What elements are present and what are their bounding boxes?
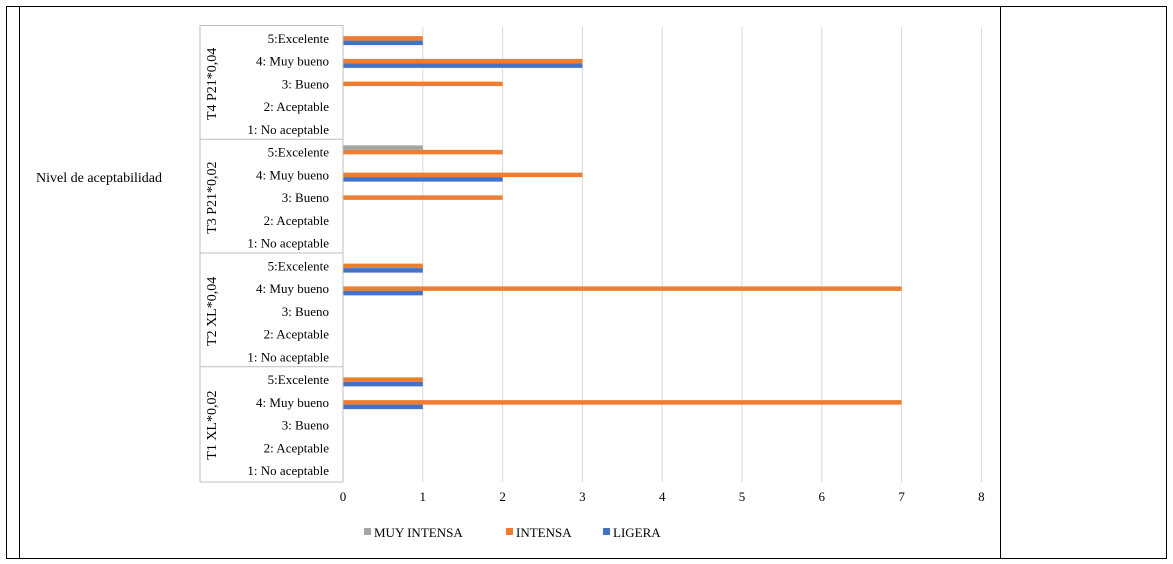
legend: MUY INTENSA INTENSA LIGERA <box>364 525 661 540</box>
bar-intensa-t3-p21-0-02-5-excelente <box>343 149 503 155</box>
x-tick-label: 0 <box>340 489 347 504</box>
category-label: 2: Aceptable <box>264 99 330 114</box>
category-label: 1: No aceptable <box>247 349 329 364</box>
category-label: 5:Excelente <box>268 258 330 273</box>
category-label: 5:Excelente <box>268 145 330 160</box>
x-tick-label: 1 <box>420 489 427 504</box>
category-label: 3: Bueno <box>282 418 329 433</box>
category-label: 1: No aceptable <box>247 122 329 137</box>
category-label: 3: Bueno <box>282 76 329 91</box>
y-axis-title: Nivel de aceptabilidad <box>36 171 162 186</box>
group-label-t2-xl-0-04: T2 XL*0,04 <box>205 277 220 346</box>
chart-borders <box>6 6 1167 559</box>
legend-swatch-intensa <box>506 528 513 535</box>
category-label: 2: Aceptable <box>264 327 330 342</box>
category-label: 4: Muy bueno <box>256 395 329 410</box>
gridlines <box>342 27 982 482</box>
outer-border <box>6 6 1167 559</box>
x-tick-label: 6 <box>819 489 826 504</box>
category-label: 4: Muy bueno <box>256 281 329 296</box>
x-axis-ticks: 0 1 2 3 4 5 6 7 8 <box>340 489 985 504</box>
x-tick-label: 4 <box>659 489 666 504</box>
bars <box>343 36 902 410</box>
legend-label-ligera: LIGERA <box>613 525 661 540</box>
bar-intensa-t3-p21-0-02-4-muy-bueno <box>343 172 583 178</box>
bar-ligera-t3-p21-0-02-4-muy-bueno <box>343 177 503 182</box>
group-label-t4-p21-0-04: T4 P21*0,04 <box>205 48 220 120</box>
category-label: 2: Aceptable <box>264 440 330 455</box>
category-axis: T4 P21*0,04 5:Excelente 4: Muy bueno 3: Bue… <box>199 25 344 483</box>
bar-intensa-t2-xl-0-04-5-excelente <box>343 263 423 269</box>
x-tick-label: 2 <box>499 489 506 504</box>
bar-ligera-t2-xl-0-04-4-muy-bueno <box>343 290 423 296</box>
x-tick-label: 7 <box>898 489 905 504</box>
bar-intensa-t1-xl-0-02-4-muy-bueno <box>343 400 902 405</box>
bar-intensa-t2-xl-0-04-4-muy-bueno <box>343 286 902 291</box>
bar-ligera-t2-xl-0-04-5-excelente <box>343 268 423 273</box>
legend-label-intensa: INTENSA <box>516 525 572 540</box>
bar-ligera-t4-p21-0-04-4-muy-bueno <box>343 63 583 68</box>
category-label: 1: No aceptable <box>247 463 329 478</box>
bar-ligera-t1-xl-0-02-5-excelente <box>343 381 423 387</box>
bar-intensa-t4-p21-0-04-3-bueno <box>343 81 503 87</box>
legend-label-muy-intensa: MUY INTENSA <box>374 525 463 540</box>
category-label: 2: Aceptable <box>264 213 330 228</box>
bar-intensa-t3-p21-0-02-3-bueno <box>343 195 503 200</box>
category-label: 4: Muy bueno <box>256 167 329 182</box>
group-label-t1-xl-0-02: T1 XL*0,02 <box>205 391 220 460</box>
category-label: 4: Muy bueno <box>256 54 329 69</box>
category-label: 5:Excelente <box>268 372 330 387</box>
x-tick-label: 5 <box>739 489 746 504</box>
category-label: 5:Excelente <box>268 31 330 46</box>
bar-ligera-t1-xl-0-02-4-muy-bueno <box>343 404 423 410</box>
group-label-t3-p21-0-02: T3 P21*0,02 <box>205 161 220 233</box>
category-label: 3: Bueno <box>282 304 329 319</box>
x-tick-label: 3 <box>579 489 586 504</box>
legend-swatch-ligera <box>603 528 610 535</box>
category-label: 3: Bueno <box>282 190 329 205</box>
bar-ligera-t4-p21-0-04-5-excelente <box>343 40 423 46</box>
bar-muy-intensa-t3-p21-0-02-5-excelente <box>343 145 423 150</box>
category-label: 1: No aceptable <box>247 236 329 251</box>
bar-intensa-t4-p21-0-04-5-excelente <box>343 36 423 41</box>
legend-swatch-muy-intensa <box>364 528 371 535</box>
x-tick-label: 8 <box>978 489 985 504</box>
bar-intensa-t4-p21-0-04-4-muy-bueno <box>343 58 583 64</box>
bar-intensa-t1-xl-0-02-5-excelente <box>343 377 423 382</box>
